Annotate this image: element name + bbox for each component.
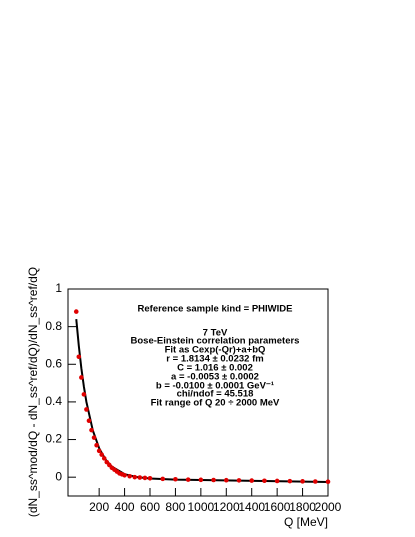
y-tick-label: 0.2 bbox=[45, 432, 62, 446]
frame bbox=[67, 288, 329, 497]
data-point bbox=[185, 477, 191, 482]
data-point bbox=[249, 478, 255, 483]
annotation: b = -0.0100 ± 0.0001 GeV⁻¹ bbox=[156, 381, 274, 392]
y-axis-label: (dN_ss^mod/dQ - dN_ss^ref/dQ)/dN_ss^ref/… bbox=[26, 267, 40, 517]
data-point bbox=[79, 375, 84, 380]
data-point bbox=[300, 479, 305, 484]
data-point bbox=[91, 435, 97, 440]
data-point bbox=[86, 418, 92, 424]
data-point bbox=[312, 479, 318, 484]
x-axis-label: Q [MeV] bbox=[284, 515, 328, 529]
annotation: 7 TeV bbox=[203, 328, 228, 339]
data-point bbox=[236, 478, 242, 483]
data-point bbox=[223, 477, 229, 483]
data-point bbox=[73, 309, 79, 314]
data-point bbox=[81, 392, 87, 397]
data-point bbox=[101, 456, 107, 461]
y-tick-label: 0.8 bbox=[45, 319, 62, 333]
data-point bbox=[147, 476, 153, 481]
x-tick-label: 200 bbox=[89, 500, 109, 514]
annotation: Fit range of Q 20 ÷ 2000 MeV bbox=[151, 398, 280, 409]
data-point bbox=[89, 427, 94, 433]
data-point bbox=[122, 473, 127, 478]
annotation: Fit as Cexp(-Qr)+a+bQ bbox=[165, 345, 266, 356]
data-point bbox=[173, 476, 178, 482]
data-point bbox=[137, 475, 143, 480]
data-point bbox=[76, 354, 82, 360]
x-tick-label: 2000 bbox=[315, 500, 342, 514]
x-tick-label: 1600 bbox=[264, 500, 291, 514]
annotation: Reference sample kind = PHIWIDE bbox=[138, 304, 293, 315]
data-point bbox=[160, 476, 166, 482]
data-point bbox=[325, 479, 331, 484]
x-tick-label: 400 bbox=[115, 500, 135, 514]
data-point bbox=[127, 473, 132, 479]
y-tick-label: 0.4 bbox=[45, 394, 62, 408]
x-tick-label: 1800 bbox=[289, 500, 316, 514]
data-point bbox=[94, 442, 99, 448]
x-tick-label: 1000 bbox=[188, 500, 215, 514]
data-point bbox=[132, 474, 138, 480]
data-point bbox=[274, 478, 280, 484]
data-point bbox=[84, 407, 89, 412]
annotation: a = -0.0053 ± 0.0002 bbox=[171, 372, 259, 383]
y-tick-label: 0 bbox=[55, 469, 62, 483]
y-tick-label: 0.6 bbox=[45, 356, 62, 370]
x-tick-label: 1400 bbox=[238, 500, 265, 514]
data-point bbox=[287, 478, 293, 484]
annotation: chi/ndof = 45.518 bbox=[177, 389, 254, 400]
data-point bbox=[99, 452, 104, 457]
data-point bbox=[198, 477, 204, 483]
annotation: r = 1.8134 ± 0.0232 fm bbox=[166, 354, 263, 365]
data-point bbox=[96, 448, 102, 454]
data-point bbox=[142, 475, 148, 481]
data-point bbox=[262, 478, 267, 484]
annotation: Bose-Einstein correlation parameters bbox=[131, 336, 300, 347]
x-tick-label: 800 bbox=[165, 500, 185, 514]
x-tick-label: 600 bbox=[140, 500, 160, 514]
annotation: C = 1.016 ± 0.002 bbox=[177, 363, 253, 374]
data-point bbox=[211, 477, 216, 483]
y-tick-label: 1 bbox=[55, 281, 62, 295]
x-tick-label: 1200 bbox=[213, 500, 240, 514]
